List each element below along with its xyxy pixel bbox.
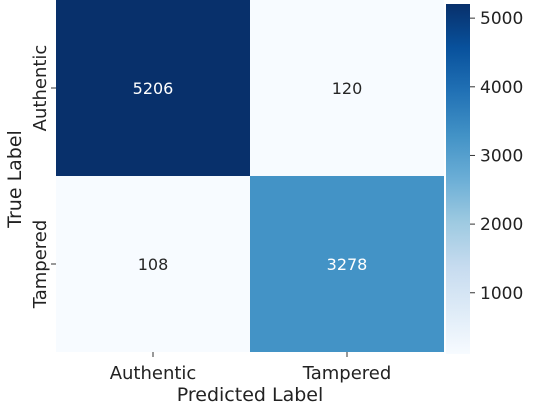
x-tick-label: Authentic — [110, 363, 197, 384]
colorbar-tick-label: 2000 — [480, 215, 523, 235]
colorbar: 1000 2000 3000 4000 5000 — [446, 4, 523, 354]
colorbar-tick-label: 3000 — [480, 146, 523, 166]
colorbar-tick-label: 5000 — [480, 9, 523, 29]
y-tick-label: Tampered — [30, 220, 51, 310]
x-tick-label: Tampered — [302, 363, 392, 384]
colorbar-tick-label: 1000 — [480, 284, 523, 304]
cell-value-label: 3278 — [327, 255, 368, 274]
colorbar-tick-label: 4000 — [480, 78, 523, 98]
heatmap-cell — [250, 176, 444, 352]
heatmap-cell — [250, 0, 444, 176]
cell-value-label: 108 — [138, 255, 169, 274]
y-tick-label: Authentic — [30, 45, 51, 132]
y-axis-label: True Label — [4, 130, 26, 229]
colorbar-gradient — [446, 4, 470, 354]
heatmap-cell — [56, 0, 250, 176]
cell-value-label: 120 — [332, 79, 363, 98]
x-axis-label: Predicted Label — [177, 384, 324, 406]
cell-value-label: 5206 — [133, 79, 174, 98]
heatmap-cell — [56, 176, 250, 352]
